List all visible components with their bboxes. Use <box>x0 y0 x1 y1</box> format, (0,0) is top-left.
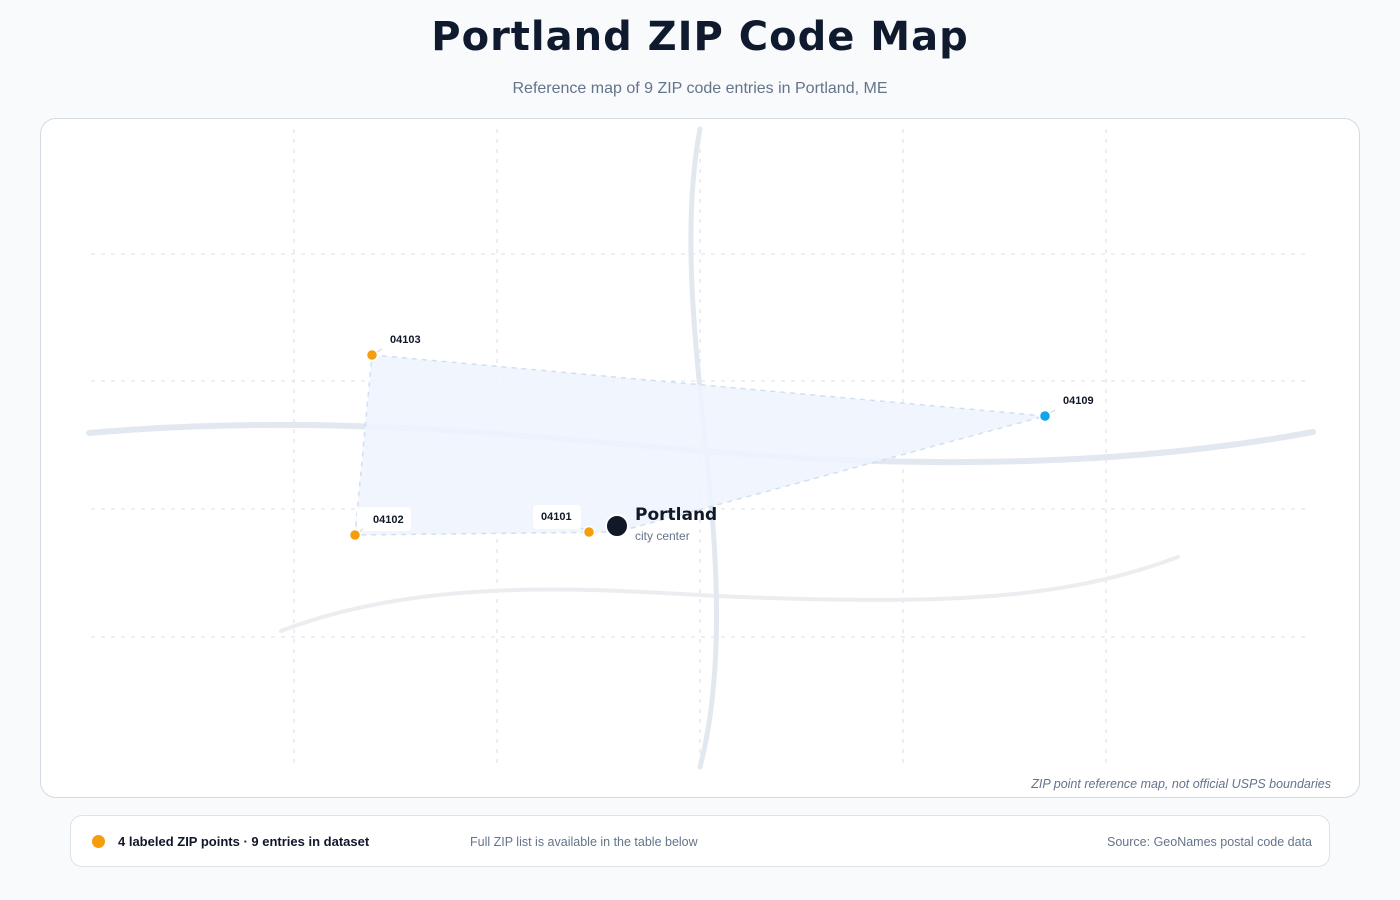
city-center-sublabel: city center <box>635 529 690 543</box>
city-center-label: Portland <box>635 505 717 525</box>
zip-point-04101[interactable]: 04101 <box>533 505 596 539</box>
map-grid <box>91 129 1309 767</box>
page-subtitle: Reference map of 9 ZIP code entries in P… <box>512 80 888 97</box>
city-center-marker[interactable]: Portland city center <box>605 505 717 543</box>
map-disclaimer: ZIP point reference map, not official US… <box>1031 777 1331 791</box>
zip-point-04103[interactable]: 04103 <box>365 334 421 362</box>
map-panel[interactable]: 04103 04109 04102 04101 Portland city ce… <box>40 118 1360 798</box>
source-credit: Source: GeoNames postal code data <box>1107 835 1312 849</box>
zip-marker[interactable] <box>365 348 379 362</box>
map-canvas[interactable]: 04103 04109 04102 04101 Portland city ce… <box>41 119 1359 797</box>
table-note: Full ZIP list is available in the table … <box>470 835 698 849</box>
zip-label: 04102 <box>373 514 404 526</box>
zip-label: 04101 <box>541 511 572 523</box>
zip-label: 04109 <box>1063 395 1094 407</box>
zip-marker[interactable] <box>348 528 362 542</box>
map-footer: 4 labeled ZIP points · 9 entries in data… <box>70 815 1330 867</box>
zip-point-04102[interactable]: 04102 <box>348 507 412 542</box>
legend-text: 4 labeled ZIP points · 9 entries in data… <box>118 834 370 849</box>
road-south <box>279 555 1180 633</box>
zip-marker[interactable] <box>582 525 596 539</box>
zip-point-04109[interactable]: 04109 <box>1038 395 1094 423</box>
label-box <box>357 507 411 531</box>
city-center-dot[interactable] <box>605 514 629 538</box>
page-title: Portland ZIP Code Map <box>431 14 969 60</box>
zip-marker[interactable] <box>1038 409 1052 423</box>
zip-label: 04103 <box>390 334 421 346</box>
label-box <box>533 505 581 529</box>
zip-coverage-area <box>354 354 1046 536</box>
legend-dot-icon <box>92 835 105 848</box>
